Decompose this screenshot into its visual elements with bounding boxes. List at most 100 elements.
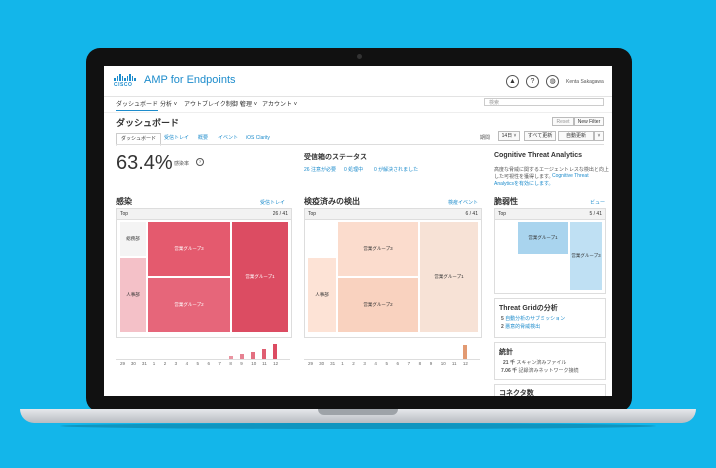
status-in-progress[interactable]: 0 処理中 (344, 167, 364, 173)
quarantine-x-tick: 1 (341, 361, 344, 366)
quarantine-x-tick: 3 (363, 361, 366, 366)
info-icon[interactable]: ? (196, 158, 204, 166)
quarantine-histogram: 29 30 31 1 2 3 4 5 6 7 8 9 10 11 12 (304, 341, 480, 369)
new-filter-button[interactable]: New Filter (574, 117, 604, 126)
bell-icon[interactable]: ▲ (506, 75, 519, 88)
quarantine-count: 6 / 41 (465, 211, 478, 217)
tab-inbox[interactable]: 受信トレイ (164, 135, 190, 141)
cta-link1[interactable]: Cognitive Threat (552, 173, 589, 179)
tg-num-1: 5 (501, 316, 504, 322)
infected-x-tick: 29 (120, 361, 126, 366)
tile-q-sales-group-2[interactable]: 営業グループ2 (337, 277, 419, 333)
tab-ios-clarity[interactable]: iOS Clarity (246, 135, 270, 141)
infected-treemap: Top 26 / 41 総務部 人事部 営業グループ3 営業グループ2 営業グル… (116, 208, 292, 338)
update-all-button[interactable]: すべて更新 (524, 131, 556, 141)
tab-events[interactable]: イベント (218, 135, 239, 141)
stats-item-1: 21 千 スキャン済みファイル (503, 359, 566, 366)
divider (104, 112, 612, 113)
quarantine-x-tick: 10 (440, 361, 446, 366)
globe-icon[interactable]: ◍ (546, 75, 559, 88)
cisco-logo: CISCO (114, 74, 138, 90)
tile-hr[interactable]: 人事部 (119, 257, 147, 333)
search-input[interactable]: 検索 (484, 98, 604, 106)
tg-label-2: 悪意的脅威検出 (505, 324, 541, 330)
laptop-shadow (60, 423, 656, 429)
period-select[interactable]: 14日 ˅ (498, 131, 520, 141)
infected-x-tick: 9 (240, 361, 243, 366)
cta-link2[interactable]: Analyticsを有効にします。 (494, 181, 554, 187)
infected-count: 26 / 41 (272, 211, 288, 217)
laptop-base (20, 409, 696, 423)
infected-bar[interactable] (262, 348, 267, 359)
quarantine-panel-head: Top 6 / 41 (305, 209, 481, 220)
status-needs-attention[interactable]: 26 注意が必要 (304, 167, 336, 173)
vulnerable-title: 脆弱性 (494, 197, 518, 206)
infected-histogram: 29 30 31 1 2 3 4 5 6 7 8 9 10 11 12 (116, 341, 290, 369)
infected-x-tick: 7 (218, 361, 221, 366)
chevron-down-icon[interactable]: ˅ (594, 131, 604, 141)
infected-x-tick: 8 (229, 361, 232, 366)
inbox-status-title: 受信箱のステータス (304, 154, 367, 161)
quarantine-x-tick: 4 (374, 361, 377, 366)
infected-x-tick: 11 (262, 361, 267, 366)
nav-account[interactable]: アカウント ˅ (262, 102, 298, 108)
main-nav: ダッシュボード 分析 ˅ アウトブレイク制御 ˅ 管理 ˅ アカウント ˅ (104, 96, 612, 112)
threat-grid-item-1[interactable]: 5 自動分析のサブミッション (501, 315, 565, 322)
infected-x-tick: 4 (185, 361, 189, 366)
threat-grid-title: Threat Gridの分析 (499, 305, 558, 312)
quarantine-bar[interactable] (462, 345, 467, 359)
stats-label-2: 記録済みネットワーク接続 (518, 368, 579, 374)
quarantine-events-link[interactable]: 検疫イベント (448, 200, 479, 206)
infection-rate-label: 感染率 (174, 161, 190, 167)
infected-bar[interactable] (251, 352, 256, 359)
infected-bar[interactable] (273, 343, 278, 359)
reset-button[interactable]: Reset (552, 117, 574, 126)
cta-line1: 高度な脅威に関するエージェントレスな検出と向上 (494, 167, 609, 173)
tab-overview[interactable]: 概要 (198, 135, 209, 141)
tg-label-1: 自動分析のサブミッション (505, 316, 566, 322)
tile-general-affairs[interactable]: 総務部 (119, 221, 147, 257)
cta-title: Cognitive Threat Analytics (494, 152, 583, 159)
tile-sales-group-1[interactable]: 営業グループ1 (231, 221, 289, 333)
nav-dashboard[interactable]: ダッシュボード (116, 99, 159, 111)
quarantine-x-tick: 31 (330, 361, 336, 366)
nav-management[interactable]: 管理 ˅ (240, 102, 258, 108)
tile-q-sales-group-3[interactable]: 営業グループ3 (337, 221, 419, 277)
tile-sales-group-2[interactable]: 営業グループ2 (147, 277, 231, 333)
tile-v-sales-group-3[interactable]: 営業グループ3 (569, 221, 603, 291)
tile-q-hr[interactable]: 人事部 (307, 257, 337, 333)
period-label: 期間 (480, 135, 491, 141)
stats-title: 統計 (499, 349, 513, 356)
infected-x-tick: 6 (207, 361, 210, 366)
nav-outbreak-control[interactable]: アウトブレイク制御 ˅ (184, 102, 244, 108)
threat-grid-item-2[interactable]: 2 悪意的脅威検出 (501, 323, 540, 330)
tab-dashboard[interactable]: ダッシュボード (116, 133, 162, 146)
tg-num-2: 2 (501, 324, 504, 330)
cta-line2: した可視性を獲得します。 (494, 174, 554, 180)
quarantine-x-tick: 2 (352, 361, 355, 366)
help-icon[interactable]: ? (526, 75, 539, 88)
infected-x-tick: 1 (152, 361, 156, 366)
threat-grid-card: Threat Gridの分析 5 自動分析のサブミッション 2 悪意的脅威検出 (494, 298, 606, 338)
infected-inbox-link[interactable]: 受信トレイ (260, 200, 286, 206)
user-menu[interactable]: Kenta Sakagawa (566, 79, 604, 85)
stats-num-1: 21 千 (503, 360, 515, 366)
infected-bar[interactable] (240, 353, 245, 359)
quarantine-x-tick: 6 (396, 361, 400, 366)
auto-update-button[interactable]: 自動更新 (558, 131, 594, 141)
vulnerable-view-link[interactable]: ビュー (590, 200, 606, 206)
status-resolved[interactable]: 0 が解決されました (374, 167, 419, 173)
quarantine-x-tick: 29 (308, 361, 314, 366)
stats-label-1: スキャン済みファイル (516, 360, 567, 366)
stats-card: 統計 21 千 スキャン済みファイル 7.06 千 記録済みネットワーク接続 (494, 342, 606, 380)
stats-num-2: 7.06 千 (501, 368, 518, 374)
quarantine-x-tick: 8 (418, 361, 422, 366)
infected-bar[interactable] (229, 355, 234, 359)
quarantine-x-tick: 30 (319, 361, 325, 366)
tile-q-sales-group-1[interactable]: 営業グループ1 (419, 221, 479, 333)
infected-bar-area (116, 341, 290, 360)
nav-analysis[interactable]: 分析 ˅ (160, 102, 178, 108)
stats-item-2: 7.06 千 記録済みネットワーク接続 (501, 367, 579, 374)
tile-v-sales-group-1[interactable]: 営業グループ1 (517, 221, 569, 255)
tile-sales-group-3[interactable]: 営業グループ3 (147, 221, 231, 277)
